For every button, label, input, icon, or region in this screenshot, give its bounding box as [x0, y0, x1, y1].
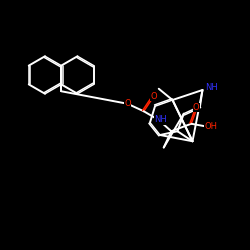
- Text: OH: OH: [204, 122, 217, 131]
- Text: O: O: [150, 92, 157, 101]
- Text: O: O: [124, 99, 131, 108]
- Text: O: O: [193, 103, 200, 112]
- Text: NH: NH: [205, 83, 218, 92]
- Text: NH: NH: [154, 116, 167, 124]
